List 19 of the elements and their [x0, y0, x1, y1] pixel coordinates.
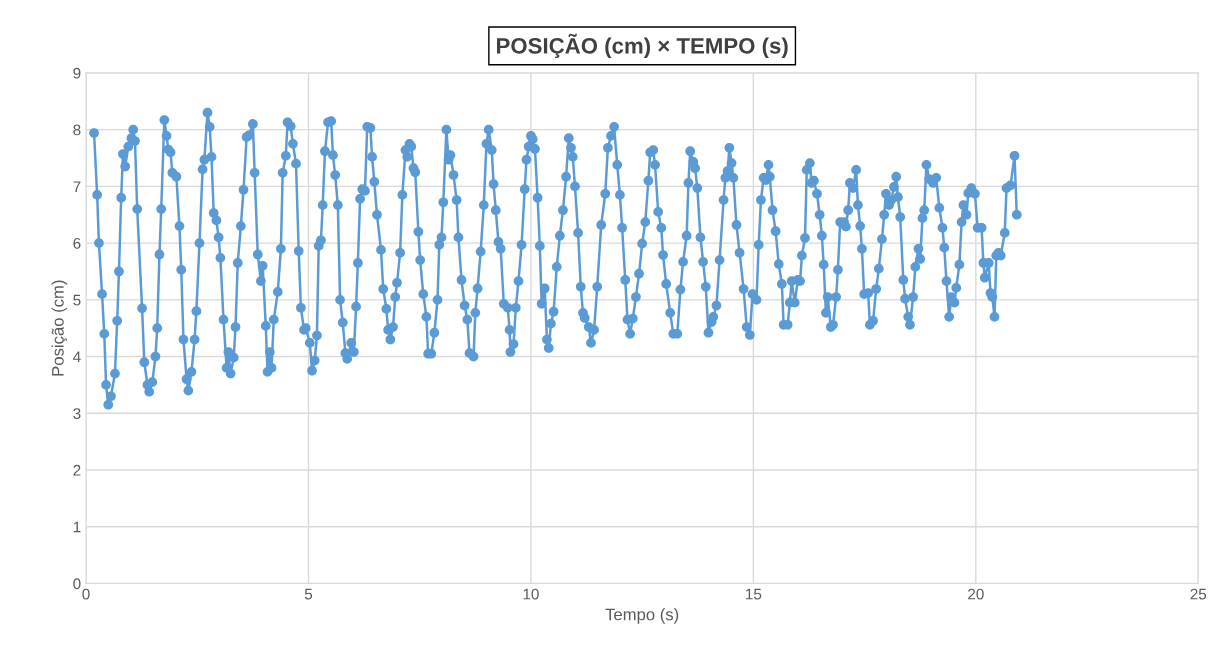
x-axis-title: Tempo (s): [605, 608, 679, 624]
y-tick-label: 4: [73, 351, 81, 363]
y-tick-label: 8: [73, 124, 81, 136]
y-tick-label: 2: [73, 464, 81, 476]
y-axis-title: Posição (cm): [51, 280, 68, 376]
y-tick-label: 0: [73, 578, 81, 590]
x-tick-label: 15: [746, 588, 762, 600]
chart-title: POSIÇÃO (cm) × TEMPO (s): [497, 33, 788, 59]
x-tick-label: 20: [968, 588, 984, 600]
y-tick-label: 9: [73, 67, 81, 79]
y-tick-label: 7: [73, 181, 81, 192]
x-tick-label: 5: [304, 588, 313, 600]
y-tick-label: 5: [73, 294, 81, 306]
x-tick-label: 25: [1190, 588, 1207, 600]
y-tick-label: 1: [73, 521, 81, 533]
y-tick-label: 6: [73, 237, 81, 249]
y-tick-label: 3: [73, 408, 81, 419]
x-tick-label: 10: [523, 588, 539, 600]
x-tick-label: 0: [82, 588, 90, 600]
